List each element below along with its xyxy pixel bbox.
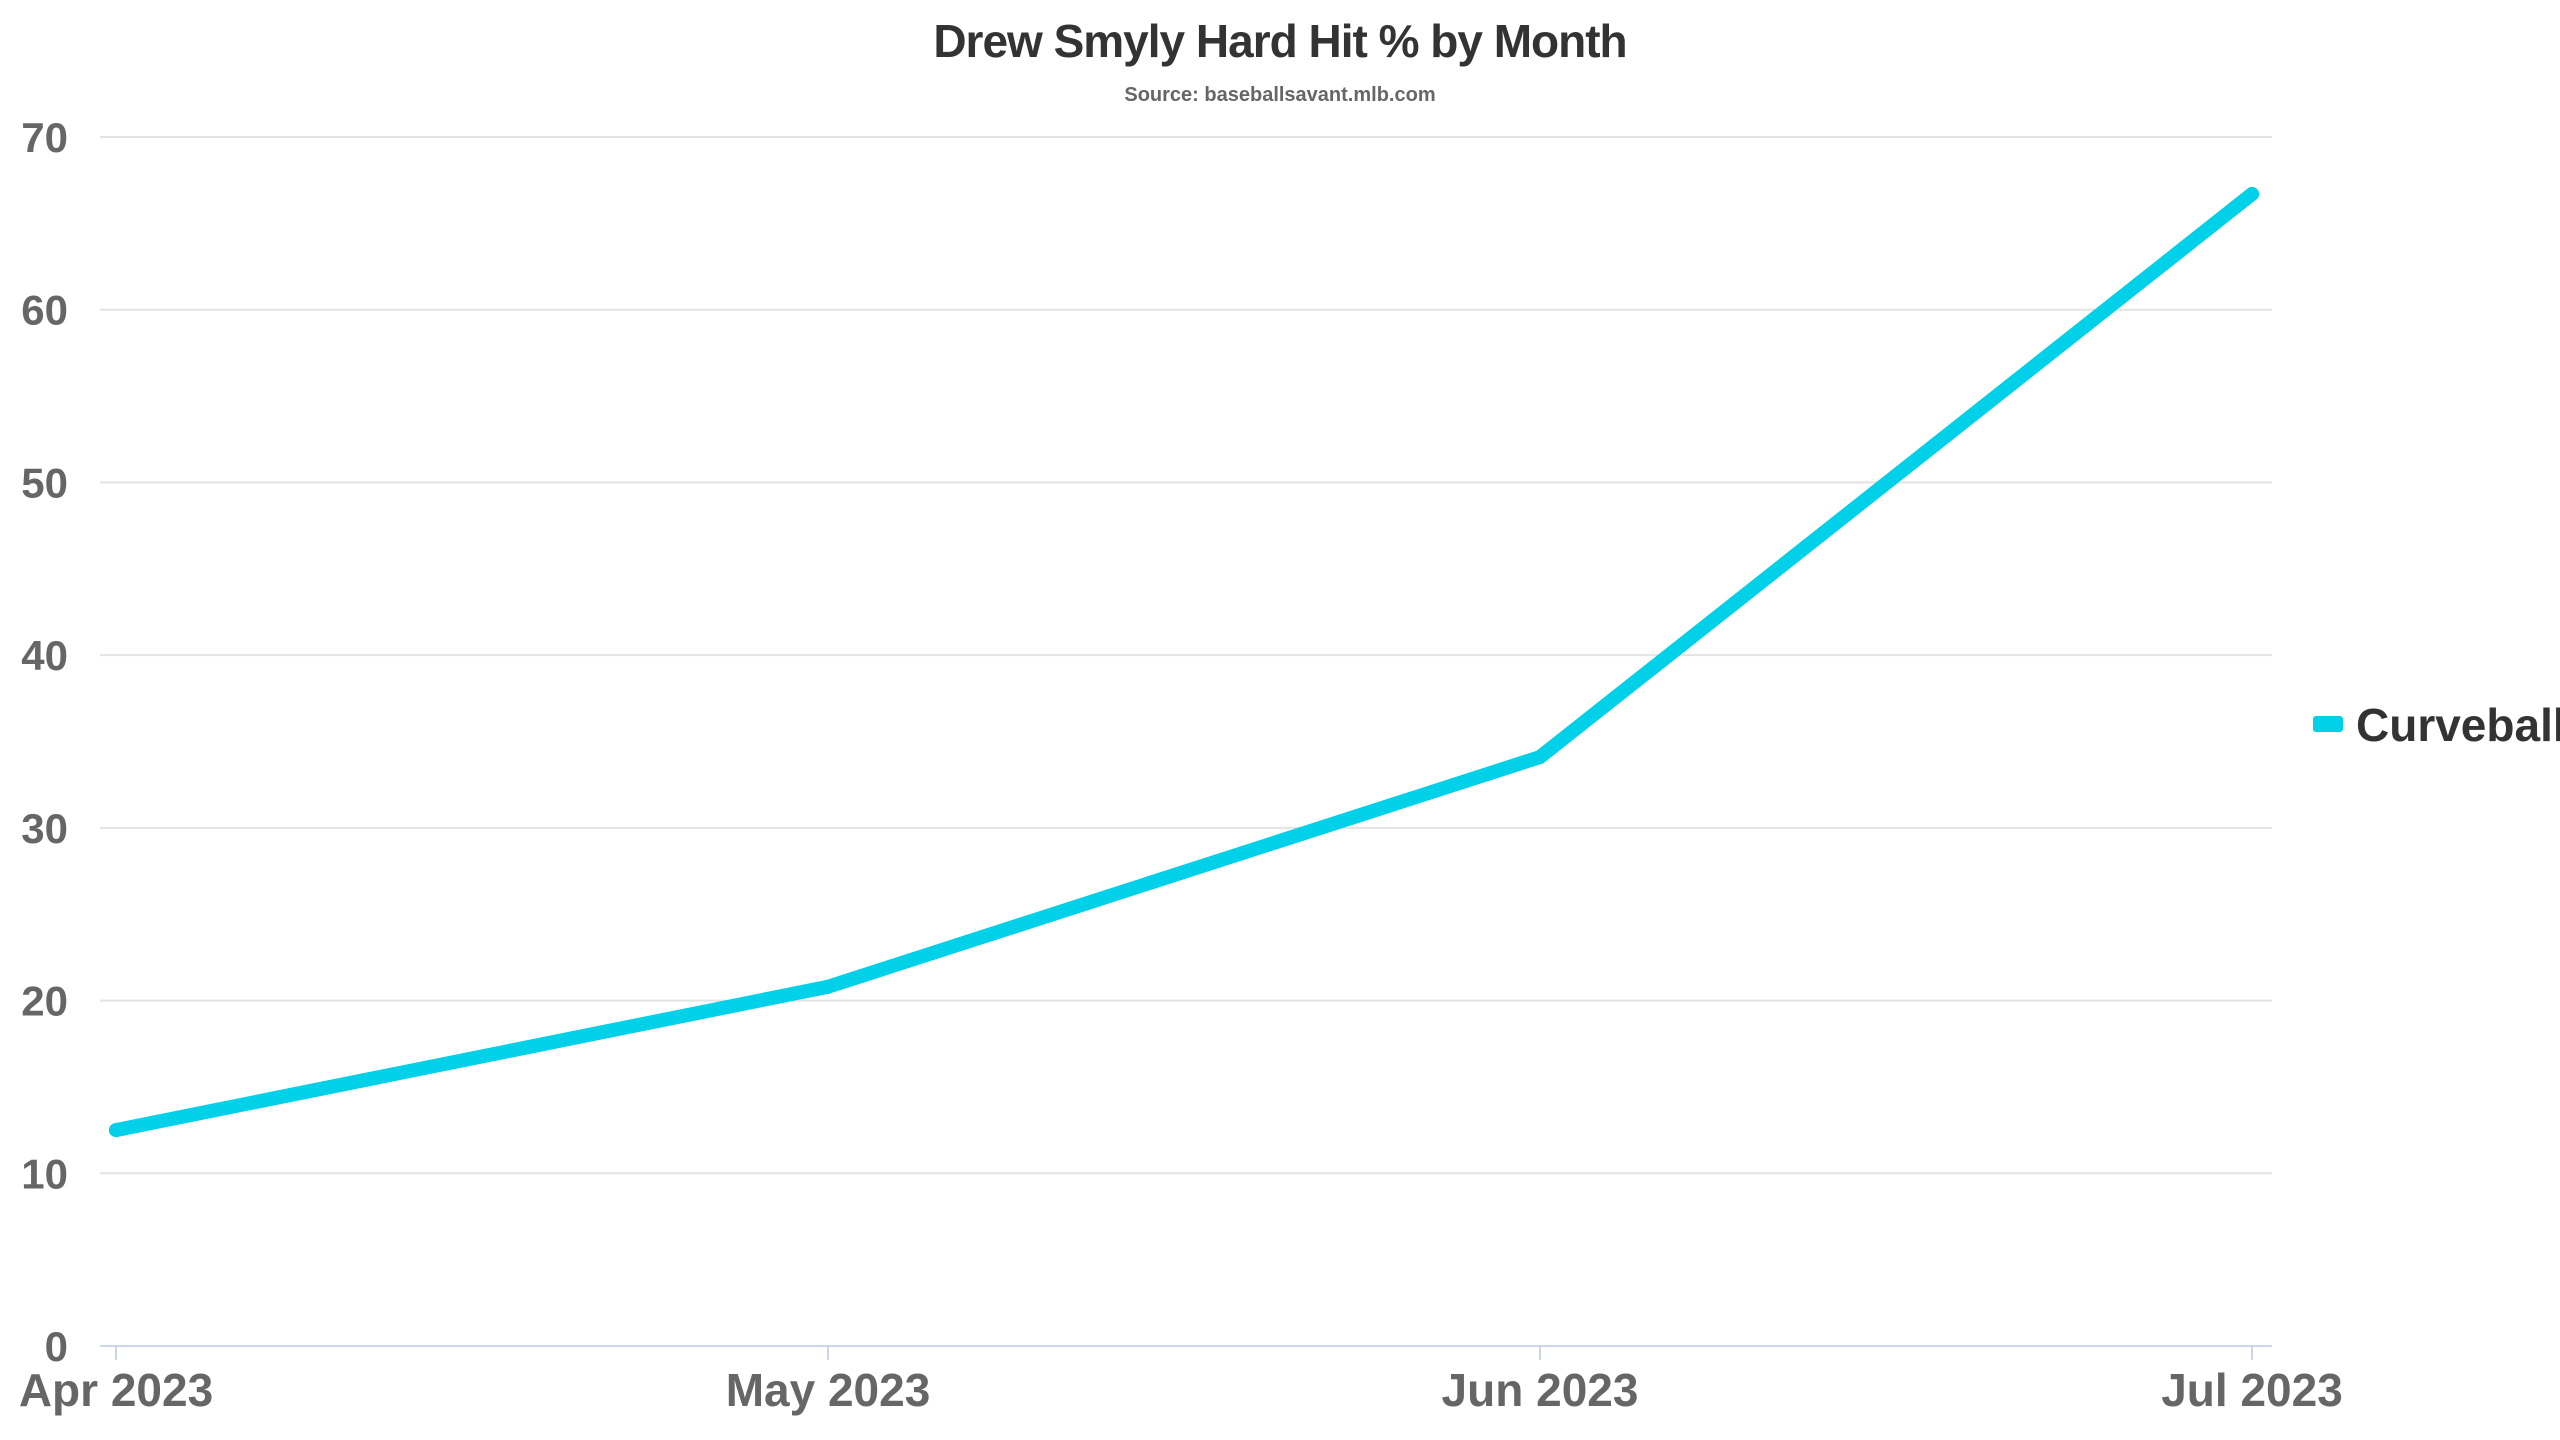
series bbox=[109, 186, 2259, 1138]
gridlines bbox=[100, 136, 2272, 1175]
legend-swatch bbox=[2313, 716, 2343, 732]
data-point bbox=[2245, 186, 2259, 201]
x-tick-labels: Apr 2023 May 2023 Jun 2023 Jul 2023 bbox=[19, 1364, 2343, 1416]
data-point bbox=[821, 979, 835, 994]
chart-subtitle: Source: baseballsavant.mlb.com bbox=[1124, 84, 1436, 106]
y-tick-label: 20 bbox=[21, 978, 68, 1025]
legend-label[interactable]: Curveball bbox=[2356, 699, 2560, 751]
x-tick-label: Jun 2023 bbox=[1442, 1364, 1639, 1416]
series-line-curveball bbox=[109, 186, 2259, 1138]
y-tick-label: 0 bbox=[45, 1323, 68, 1370]
y-tick-label: 50 bbox=[21, 459, 68, 506]
chart-title: Drew Smyly Hard Hit % by Month bbox=[933, 15, 1627, 67]
y-tick-label: 60 bbox=[21, 287, 68, 334]
data-point bbox=[1533, 750, 1547, 765]
y-tick-label: 70 bbox=[21, 114, 68, 161]
x-tick-label: Apr 2023 bbox=[19, 1364, 213, 1416]
x-tick-label: Jul 2023 bbox=[2161, 1364, 2343, 1416]
y-tick-label: 30 bbox=[21, 805, 68, 852]
x-tick-label: May 2023 bbox=[726, 1364, 931, 1416]
legend: Curveball bbox=[2313, 699, 2560, 751]
x-axis bbox=[100, 1345, 2272, 1360]
y-tick-label: 40 bbox=[21, 632, 68, 679]
y-tick-label: 10 bbox=[21, 1150, 68, 1197]
y-axis: 0 10 20 30 40 50 60 70 bbox=[21, 114, 68, 1370]
data-point bbox=[109, 1123, 123, 1138]
